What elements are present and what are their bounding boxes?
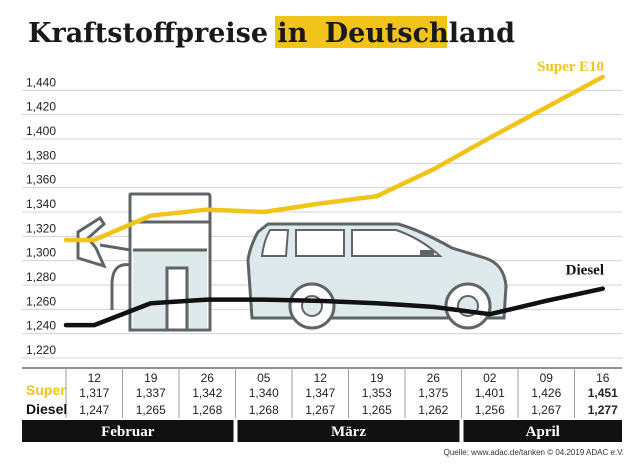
x-tick-label: 05	[257, 371, 271, 385]
row-label-diesel: Diesel	[26, 401, 67, 417]
month-bar	[237, 420, 460, 442]
y-tick-label: 1,340	[26, 197, 56, 211]
month-bar	[463, 420, 622, 442]
y-tick-label: 1,300	[26, 246, 56, 260]
diesel-price-cell: 1,267	[531, 403, 561, 417]
chart-title: Kraftstoffpreise in Deutschland	[28, 18, 515, 49]
y-tick-label: 1,240	[26, 319, 56, 333]
y-tick-label: 1,380	[26, 148, 56, 162]
super-price-cell: 1,340	[249, 386, 279, 400]
chart-title-part1: Kraftstoffpreise in	[28, 18, 308, 49]
super-price-cell: 1,451	[588, 386, 618, 400]
x-tick-label: 26	[427, 371, 441, 385]
series-label-super-e10: Super E10	[537, 59, 604, 75]
x-tick-label: 19	[370, 371, 384, 385]
x-tick-label: 26	[201, 371, 215, 385]
price-table: 1,317 1,337 1,342 1,340 1,347 1,353 1,375 1,401…	[79, 386, 618, 417]
diesel-price-cell: 1,262	[418, 403, 448, 417]
chart-title-part2: Deutschland	[325, 18, 515, 49]
super-price-cell: 1,342	[192, 386, 222, 400]
super-price-cell: 1,353	[362, 386, 392, 400]
x-tick-label: 16	[596, 371, 610, 385]
title-highlight	[275, 16, 447, 48]
y-tick-label: 1,440	[26, 75, 56, 89]
x-tick-label: 02	[483, 371, 497, 385]
diesel-price-cell: 1,277	[588, 403, 618, 417]
month-label: April	[526, 424, 560, 440]
series-labels: Super E10 Diesel	[537, 59, 604, 279]
diesel-price-cell: 1,265	[362, 403, 392, 417]
diesel-price-cell: 1,256	[475, 403, 505, 417]
fuel-pump-car-illustration	[76, 192, 508, 332]
y-tick-label: 1,220	[26, 343, 56, 357]
x-tick-label: 12	[88, 371, 102, 385]
diesel-price-cell: 1,267	[305, 403, 335, 417]
series-label-diesel: Diesel	[566, 263, 604, 279]
x-tick-label: 19	[144, 371, 158, 385]
source-note: Quelle: www.adac.de/tanken © 04.2019 ADA…	[444, 448, 624, 457]
diesel-price-cell: 1,265	[136, 403, 166, 417]
super-price-cell: 1,375	[418, 386, 448, 400]
diesel-price-cell: 1,268	[192, 403, 222, 417]
row-label-super: Super	[26, 382, 66, 398]
diesel-price-cell: 1,268	[249, 403, 279, 417]
month-label: Februar	[101, 424, 155, 440]
super-price-cell: 1,401	[475, 386, 505, 400]
y-tick-label: 1,260	[26, 294, 56, 308]
y-tick-label: 1,320	[26, 221, 56, 235]
y-tick-label: 1,360	[26, 173, 56, 187]
super-price-cell: 1,317	[79, 386, 109, 400]
series-lines	[63, 74, 605, 328]
x-tick-label: 12	[314, 371, 328, 385]
diesel-price-cell: 1,247	[79, 403, 109, 417]
month-bars: Februar März April	[22, 420, 622, 442]
x-axis-ticks: 12 19 26 05 12 19 26 02 09 16	[65, 368, 610, 418]
x-tick-label: 09	[540, 371, 554, 385]
super-price-cell: 1,347	[305, 386, 335, 400]
y-tick-label: 1,280	[26, 270, 56, 284]
super-price-cell: 1,426	[531, 386, 561, 400]
series-line-super-e10	[63, 74, 605, 243]
super-price-cell: 1,337	[136, 386, 166, 400]
month-bar	[22, 420, 234, 442]
month-label: März	[331, 424, 366, 440]
y-tick-label: 1,400	[26, 124, 56, 138]
y-axis-ticks: 1,440 1,420 1,400 1,380 1,360 1,340 1,320 1,300…	[26, 75, 56, 357]
y-tick-label: 1,420	[26, 100, 56, 114]
